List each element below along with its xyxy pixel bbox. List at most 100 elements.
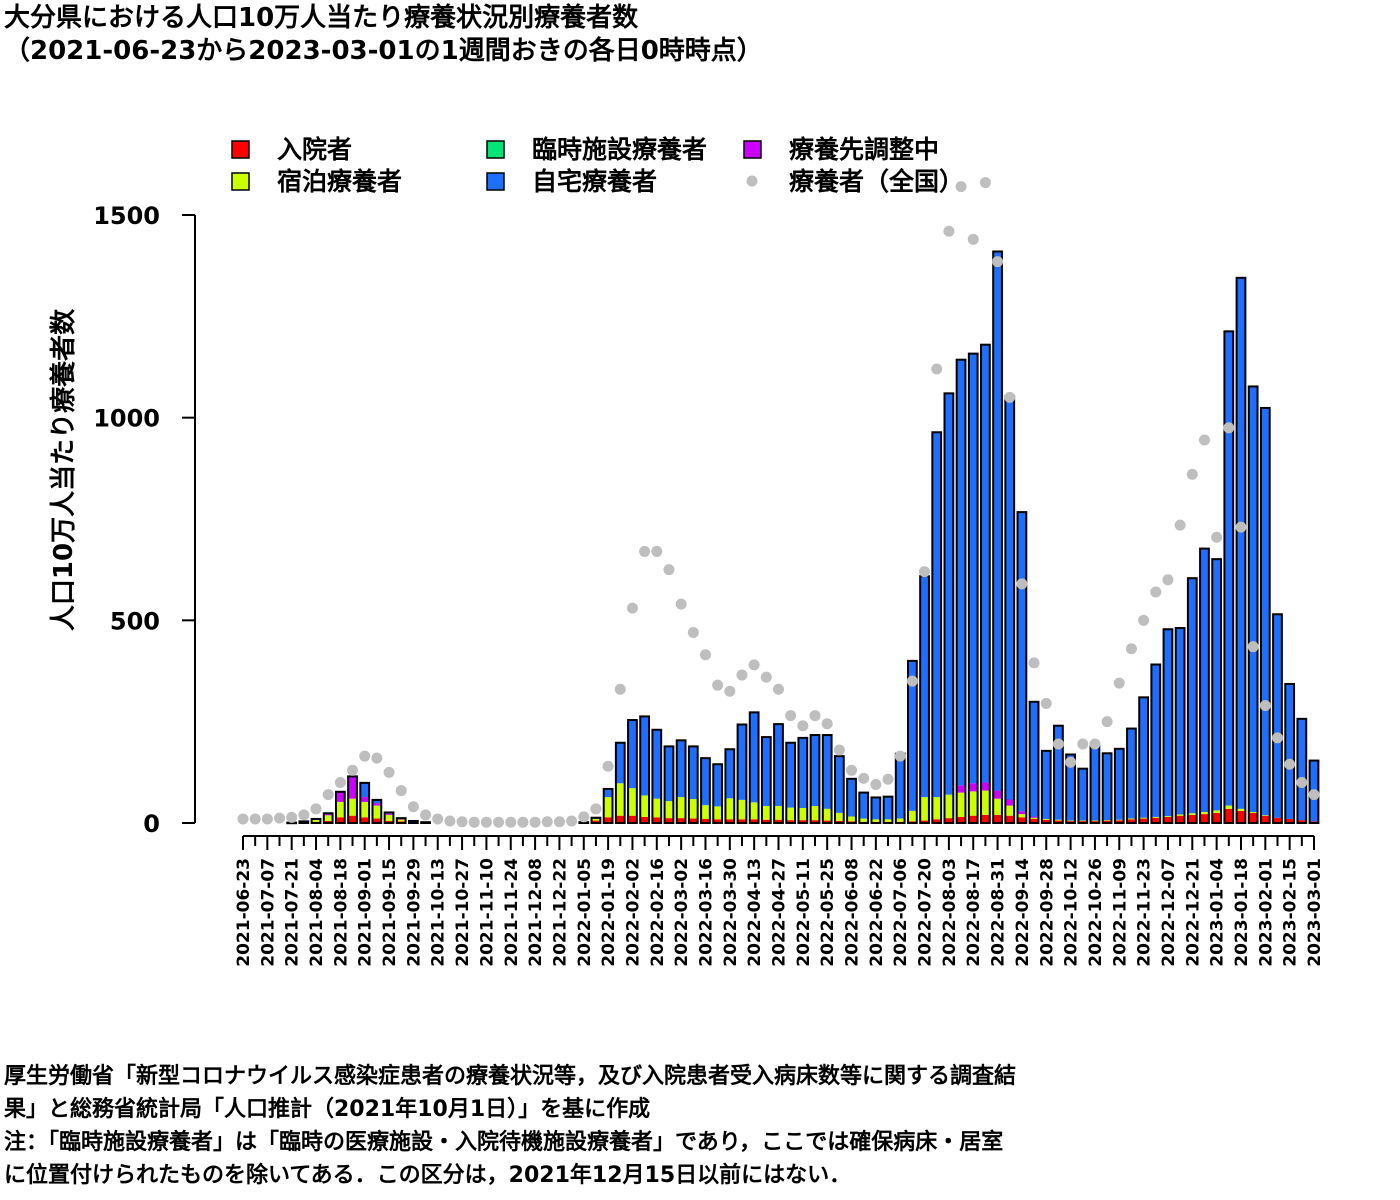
x-tick-label: 2022-11-23: [1135, 858, 1155, 967]
bar-stack: [919, 575, 930, 824]
national-dot: [1150, 586, 1162, 598]
bar-segment: [1017, 817, 1027, 823]
bar-segment: [725, 749, 735, 799]
bar-outline: [882, 795, 894, 824]
bar-segment: [348, 776, 357, 799]
national-dot: [955, 181, 967, 193]
bar-segment: [360, 797, 370, 802]
bar-segment: [1102, 753, 1112, 821]
bar-stack: [833, 755, 845, 824]
bar-segment: [615, 742, 625, 784]
bar-segment: [786, 742, 796, 808]
legend-item: 療養先調整中: [743, 135, 939, 164]
bar-segment: [1200, 814, 1209, 823]
bar-segment: [944, 818, 954, 823]
bar-segment: [968, 815, 978, 823]
bar-outline: [773, 723, 784, 825]
x-tick-label: 2022-02-16: [648, 858, 668, 967]
bar-segment: [798, 820, 808, 823]
national-dot: [760, 671, 772, 683]
bar-stack: [797, 736, 809, 825]
bar-segment: [981, 790, 990, 815]
bar-segment: [774, 805, 783, 820]
legend-swatch: [486, 140, 505, 159]
x-tick-label: 2022-07-06: [891, 858, 911, 967]
bar-segment: [1114, 819, 1124, 821]
bar-segment: [1236, 810, 1246, 823]
x-tick-label: 2022-05-11: [794, 858, 814, 967]
bar-outline: [322, 812, 334, 824]
y-tick-label: 1500: [93, 202, 160, 230]
bar-outline: [992, 250, 1003, 825]
national-dot: [566, 815, 578, 827]
bar-outline: [359, 781, 371, 825]
x-tick-label: 2021-06-23: [234, 858, 254, 967]
bar-segment: [798, 808, 808, 821]
x-tick-label: 2023-01-18: [1232, 858, 1252, 967]
bar-segment: [1041, 818, 1051, 820]
national-dot: [578, 811, 590, 823]
bar-segment: [1151, 664, 1161, 817]
national-dot: [407, 801, 419, 813]
x-tick-label: 2023-02-01: [1256, 858, 1276, 967]
bar-outline: [347, 775, 358, 824]
legend-swatch: [231, 140, 250, 159]
x-tick-label: 2023-02-15: [1281, 858, 1301, 967]
bar-stack: [298, 820, 310, 824]
bar-segment: [384, 820, 394, 823]
bar-segment: [1127, 818, 1136, 820]
bar-segment: [1175, 815, 1185, 823]
national-dot: [347, 764, 359, 776]
bar-outline: [395, 817, 407, 824]
bar-segment: [822, 735, 832, 809]
national-dot: [1138, 614, 1150, 626]
x-tick-label: 2021-12-08: [526, 858, 546, 967]
bar-stack: [1065, 753, 1076, 824]
bar-stack: [858, 791, 870, 824]
bar-outline: [408, 819, 419, 824]
bar-segment: [1163, 816, 1173, 823]
bar-segment: [810, 735, 820, 806]
bar-stack: [1004, 395, 1016, 824]
x-tick-label: 2022-01-19: [599, 858, 619, 967]
bar-segment: [664, 801, 674, 819]
source-note-line-2: 果」と総務省統計局「人口推計（2021年10月1日）」を基に作成: [4, 1097, 651, 1122]
bar-segment: [847, 816, 856, 822]
bar-segment: [1224, 331, 1234, 806]
bar-segment: [981, 344, 990, 783]
x-tick-label: 2022-10-26: [1086, 858, 1106, 967]
x-axis: 2021-06-23 2021-07-07 2021-07-21 2021-08-04…: [234, 835, 1325, 967]
bar-segment: [944, 393, 954, 795]
national-dot: [1052, 738, 1064, 750]
national-dots-layer: [237, 177, 1320, 828]
x-tick-label: 2022-08-17: [964, 858, 984, 967]
national-dot: [1162, 574, 1174, 586]
bar-outline: [906, 659, 918, 824]
legend-dot: [746, 175, 758, 187]
bar-segment: [1151, 816, 1161, 818]
national-dot: [870, 778, 882, 790]
bar-segment: [1236, 808, 1246, 811]
bar-stack: [1138, 696, 1149, 825]
bar-stack: [1162, 628, 1174, 824]
national-dot: [651, 545, 663, 557]
national-dot: [967, 233, 979, 245]
bar-outline: [943, 392, 955, 824]
bar-stack: [870, 796, 882, 824]
bar-segment: [323, 813, 333, 816]
bar-segment: [1041, 750, 1051, 819]
national-dot: [480, 816, 492, 828]
legend-swatch: [743, 140, 762, 159]
bar-stack: [651, 728, 663, 824]
bar-segment: [1066, 820, 1075, 822]
y-tick-label: 0: [143, 810, 160, 838]
national-dot: [1223, 422, 1235, 434]
national-dot: [274, 812, 286, 824]
national-dot: [456, 816, 468, 828]
bar-segment: [1127, 819, 1136, 823]
bar-segment: [1005, 799, 1015, 806]
legend-item: 入院者: [231, 135, 352, 164]
bar-segment: [932, 797, 942, 820]
bar-stack: [590, 816, 602, 824]
bar-segment: [1187, 578, 1197, 814]
